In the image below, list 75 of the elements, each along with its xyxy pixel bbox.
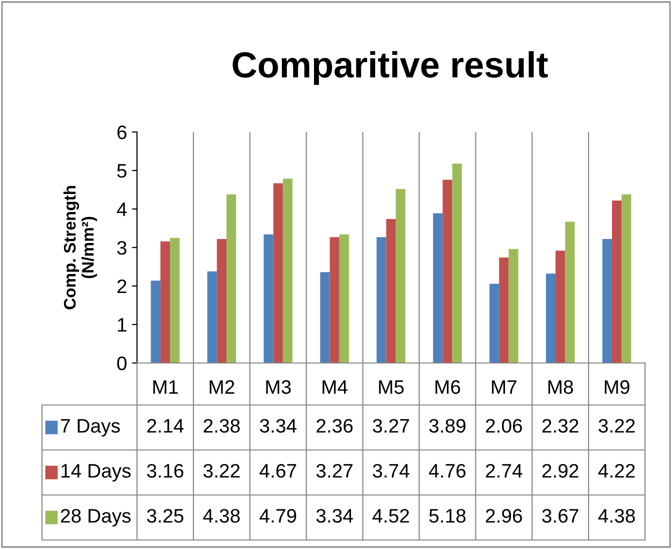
legend-label: 28 Days <box>60 508 131 527</box>
data-label: 2.38 <box>204 418 240 433</box>
data-label: 3.74 <box>372 464 410 478</box>
bar <box>442 180 452 363</box>
bar <box>170 238 180 363</box>
data-label: 4.52 <box>372 508 409 523</box>
data-label: 4.38 <box>598 508 635 523</box>
chart-title: Comparitive result <box>232 51 548 85</box>
bar <box>376 237 386 363</box>
data-label: 2.74 <box>486 464 522 478</box>
data-label: 4.76 <box>428 464 466 478</box>
bar <box>273 183 283 363</box>
legend-label: 7 Days <box>60 419 120 437</box>
x-tick-label: M3 <box>266 380 291 394</box>
bar <box>282 178 293 363</box>
y-tick-label: 0 <box>117 356 127 370</box>
x-tick-label: M4 <box>322 380 348 394</box>
data-label: 2.36 <box>316 418 353 433</box>
data-label: 3.89 <box>429 418 466 433</box>
y-tick-label: 2 <box>117 279 126 294</box>
bar <box>612 200 622 363</box>
bar <box>339 234 349 363</box>
x-tick-label: M6 <box>436 380 460 394</box>
data-label: 3.34 <box>260 418 296 433</box>
y-axis-title: Comp. Strength (N/mm²) <box>63 186 98 310</box>
data-label: 3.67 <box>542 508 578 523</box>
bar <box>160 241 170 363</box>
data-label: 2.96 <box>486 508 522 523</box>
data-label: 3.16 <box>147 464 184 478</box>
bar <box>499 258 509 363</box>
bar <box>150 280 160 363</box>
data-label: 3.22 <box>598 418 635 433</box>
bar <box>320 272 330 363</box>
y-tick-label: 6 <box>117 125 126 140</box>
data-label: 4.79 <box>260 508 296 523</box>
x-tick-label: M1 <box>153 380 178 394</box>
data-label: 2.06 <box>486 418 522 433</box>
data-label: 3.25 <box>147 508 184 523</box>
legend-label: 14 Days <box>61 464 131 482</box>
bar <box>508 249 518 363</box>
x-tick-label: M5 <box>379 380 404 394</box>
data-label: 2.14 <box>147 418 184 433</box>
data-label: 3.27 <box>316 464 353 478</box>
y-tick-label: 5 <box>117 164 126 178</box>
bar <box>622 194 632 363</box>
bar <box>489 284 500 363</box>
bar <box>386 219 396 363</box>
bar <box>565 222 575 363</box>
data-label: 2.92 <box>542 464 578 478</box>
data-label: 3.34 <box>316 508 353 523</box>
data-label: 4.38 <box>203 508 240 523</box>
bar <box>602 239 612 363</box>
data-label: 4.22 <box>598 464 635 478</box>
x-tick-label: M7 <box>492 380 516 394</box>
bar <box>226 194 236 363</box>
y-tick-label: 4 <box>116 202 127 216</box>
bar <box>216 239 226 363</box>
bar <box>330 237 340 363</box>
bar <box>556 250 566 363</box>
y-tick-label: 3 <box>117 240 126 255</box>
bar <box>433 213 443 363</box>
bar <box>546 274 556 363</box>
data-label: 4.67 <box>260 464 296 478</box>
bar <box>452 164 462 363</box>
data-label: 2.32 <box>542 418 578 433</box>
x-tick-label: M2 <box>210 380 234 394</box>
x-tick-label: M8 <box>548 380 573 394</box>
bar <box>264 234 274 363</box>
data-label: 3.27 <box>372 418 409 433</box>
data-label: 3.22 <box>203 464 240 478</box>
y-tick-label: 1 <box>118 318 126 332</box>
bar <box>207 271 217 363</box>
bar <box>396 188 406 363</box>
x-tick-label: M9 <box>604 380 630 394</box>
data-label: 5.18 <box>429 508 466 523</box>
